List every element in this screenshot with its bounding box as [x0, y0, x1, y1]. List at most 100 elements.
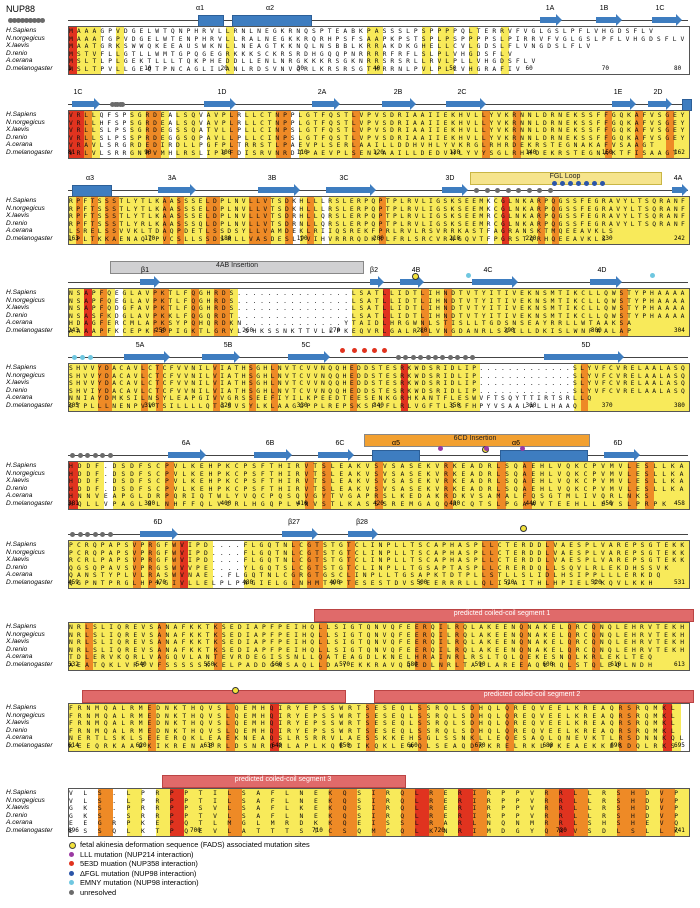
conservation-column [654, 462, 664, 509]
conservation-column [322, 704, 332, 751]
conservation-column [208, 462, 218, 509]
species-name: N.norgegicus [6, 469, 45, 477]
conservation-column [399, 623, 408, 670]
species-name: X.laevis [6, 304, 30, 312]
conservation-column [537, 197, 546, 244]
conservation-column [291, 541, 300, 588]
strand-arrow [400, 276, 424, 288]
residue-ruler: 614 620 630 640 650 660 670 680 690 695 [68, 742, 688, 750]
sequence-alignment: MAAAGPVDGELWTQNPHRVLLRNLNEGKRNQSPTEABKPA… [68, 26, 690, 75]
conservation-column [177, 197, 185, 244]
residue-number: 540 [135, 661, 147, 668]
conservation-column [69, 364, 77, 411]
coiled-coil-bar [374, 690, 694, 703]
conservation-column [198, 197, 207, 244]
mutation-marker [600, 181, 605, 186]
conservation-column [451, 364, 459, 411]
conservation-column [165, 623, 175, 670]
conservation-column [573, 789, 589, 836]
conservation-column [133, 364, 142, 411]
conservation-column [474, 541, 483, 588]
conservation-column [97, 197, 106, 244]
conservation-column [680, 623, 689, 670]
conservation-column [584, 623, 593, 670]
unresolved-marker [440, 355, 446, 360]
conservation-column [169, 197, 178, 244]
conservation-column [314, 789, 330, 836]
residue-number: 80 [674, 65, 682, 72]
conservation-column [278, 462, 288, 509]
conservation-column [90, 364, 99, 411]
conservation-column [574, 111, 583, 158]
conservation-column [463, 623, 473, 670]
conservation-column [523, 704, 533, 751]
conservation-column [589, 289, 598, 336]
conservation-column [540, 462, 550, 509]
structure-label: α6 [512, 440, 520, 447]
species-name: A.cerana [6, 227, 33, 235]
residue-ruler: 243 250 260 270 280 290 300 304 [68, 327, 688, 335]
conservation-column [169, 789, 185, 836]
conservation-column [130, 462, 140, 509]
conservation-column [680, 462, 689, 509]
strand-arrow [282, 528, 318, 540]
conservation-column [428, 289, 437, 336]
conservation-column [145, 111, 154, 158]
conservation-column [658, 289, 667, 336]
residue-number: 560 [271, 661, 283, 668]
conservation-column [105, 364, 113, 411]
conservation-column [148, 197, 156, 244]
conservation-column [652, 364, 661, 411]
conservation-column [645, 197, 654, 244]
conservation-column [496, 704, 507, 751]
conservation-column [445, 27, 455, 74]
species-name: D.melanogaster [6, 235, 53, 242]
conservation-column [93, 623, 102, 670]
conservation-column [278, 364, 286, 411]
strand-arrow [446, 98, 486, 110]
conservation-column [342, 197, 351, 244]
conservation-column [243, 704, 253, 751]
conservation-column [616, 623, 626, 670]
unresolved-marker [12, 18, 17, 23]
residue-number: 620 [135, 742, 147, 749]
residue-number: 390 [144, 500, 156, 507]
conservation-column [221, 623, 231, 670]
conservation-column [479, 462, 489, 509]
conservation-column [364, 197, 373, 244]
conservation-column [313, 111, 323, 158]
residue-number: 370 [601, 402, 613, 409]
conservation-column [422, 197, 430, 244]
conservation-column [375, 111, 384, 158]
conservation-column [418, 541, 428, 588]
unresolved-marker [526, 188, 532, 193]
structure-label: 1C [73, 89, 83, 96]
strand-arrow [326, 184, 376, 196]
structure-label: 5D [581, 342, 591, 349]
conservation-column [350, 197, 358, 244]
sequence-row: FRNMQALRMEDNKTHQVSLQEMHQIRYEPSSWRTSESEQL… [69, 727, 680, 735]
structure-label: 1C [655, 5, 665, 12]
conservation-column [636, 462, 646, 509]
species-name: D.renio [6, 386, 28, 394]
conservation-column [101, 623, 110, 670]
alignment-block: predicted coiled-coil segment 1 H.Sapiens… [0, 602, 700, 682]
conservation-column [182, 462, 192, 509]
conservation-column [99, 289, 108, 336]
species-name: X.laevis [6, 638, 30, 646]
sequence-row: VLS.LPRPPTILSAFLNEKQSIRQLRERIRPPVRRLLRSH… [69, 790, 689, 797]
structure-label: 6D [153, 519, 163, 526]
sequence-row: NNIAYDMKSILNSYLEAPGIVVGRSSEEFIYILKPEEDTE… [69, 395, 595, 403]
conservation-column [270, 197, 279, 244]
conservation-column [633, 541, 642, 588]
residue-ruler: 459 470 480 490 500 510 520 531 [68, 579, 688, 587]
conservation-column [130, 289, 139, 336]
conservation-column [674, 364, 683, 411]
conservation-column [444, 111, 453, 158]
conservation-column [667, 364, 676, 411]
conservation-column [515, 789, 531, 836]
sequence-row: RPFTSSSTLYTLKAASSSELDPLNVLLVTSDKHLLLRSLE… [69, 198, 689, 205]
conservation-column [164, 541, 173, 588]
conservation-column [488, 462, 498, 509]
conservation-column [145, 289, 154, 336]
